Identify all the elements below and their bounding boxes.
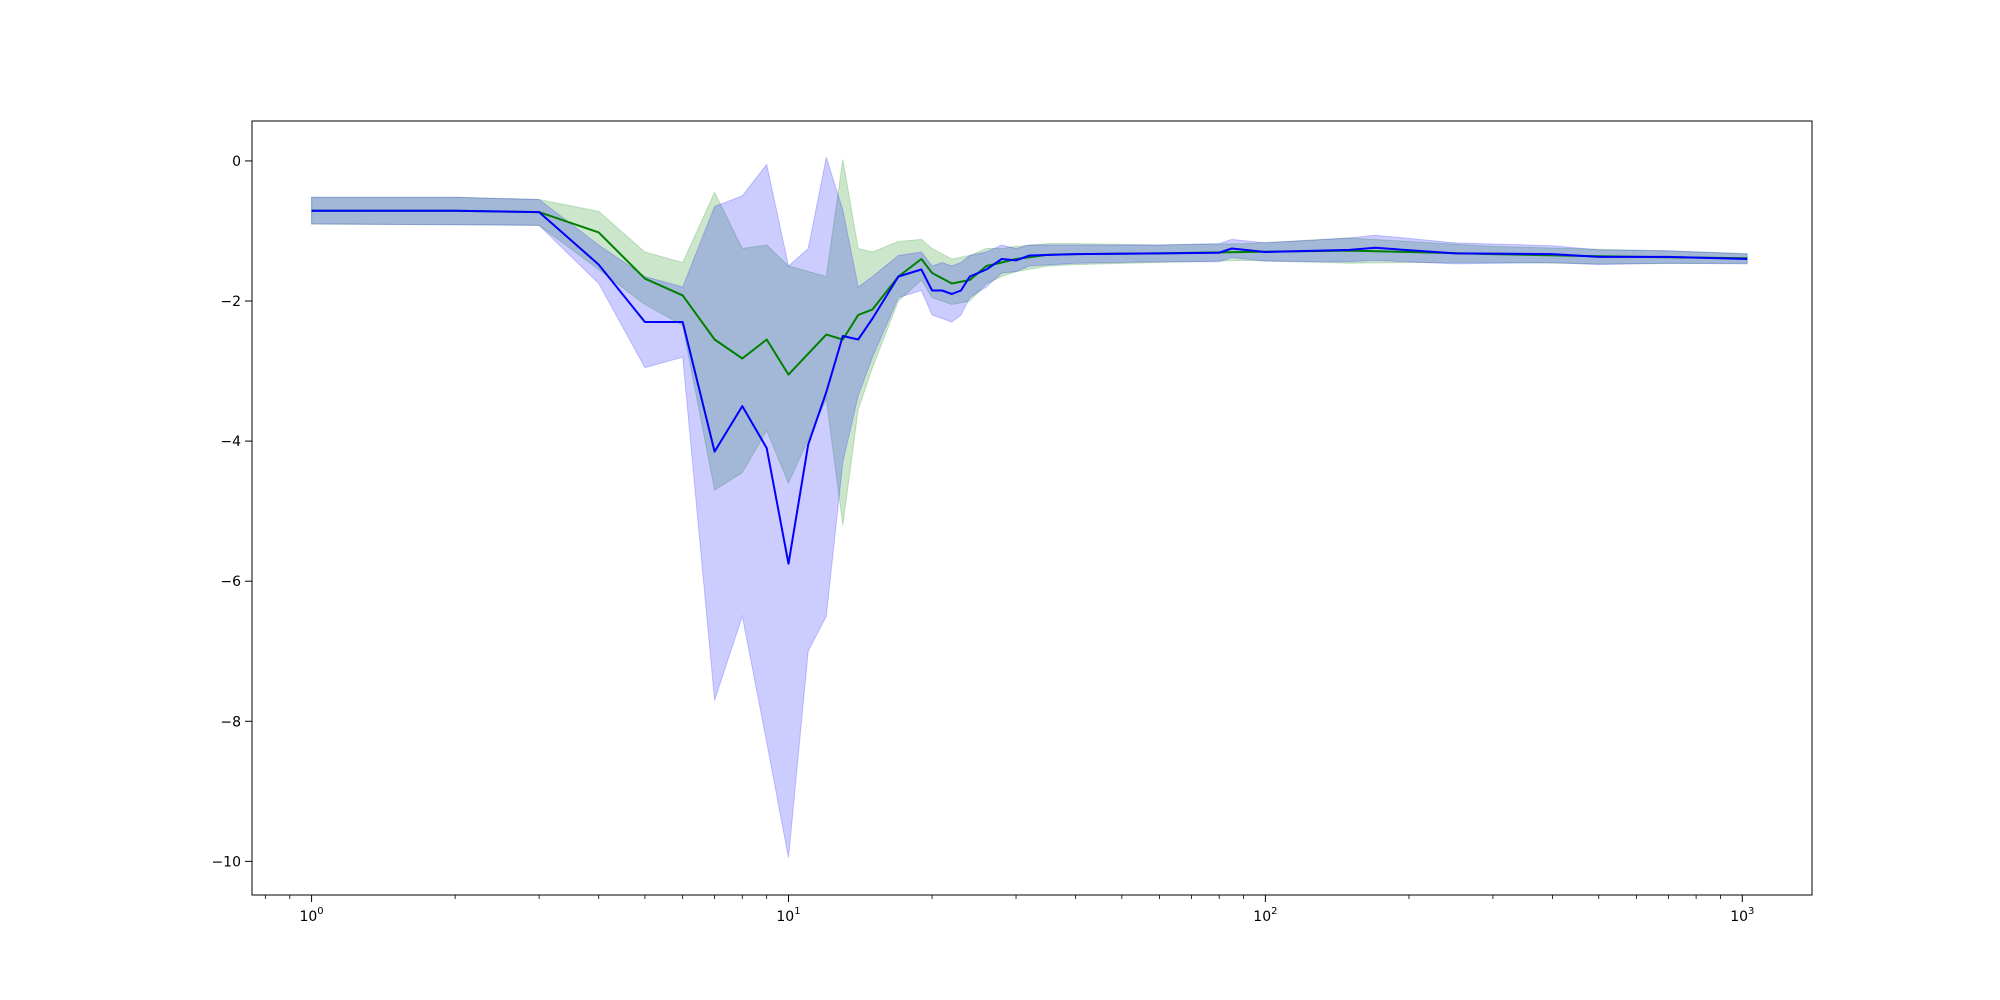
plot-frame: [251, 120, 1813, 896]
y-axis: 0 −2 −4 −6 −8 −10: [211, 154, 252, 870]
confidence-bands: [311, 157, 1748, 858]
x-tick-label: 100: [299, 906, 323, 925]
series-2-line: [311, 209, 1748, 565]
y-tick-label: 0: [232, 154, 241, 170]
x-axis: 100 101 102 103: [264, 895, 1754, 925]
y-tick-label: −2: [220, 294, 241, 310]
x-tick-label: 102: [1253, 906, 1277, 925]
y-tick-label: −10: [211, 854, 241, 870]
x-tick-label: 101: [776, 906, 800, 925]
y-tick-label: −4: [220, 434, 241, 450]
series-1-line: [311, 209, 1748, 376]
y-tick-label: −6: [220, 574, 241, 590]
series-2-band: [311, 157, 1748, 858]
x-tick-label: 103: [1730, 906, 1754, 925]
y-tick-label: −8: [220, 714, 241, 730]
series-lines: [311, 209, 1748, 565]
